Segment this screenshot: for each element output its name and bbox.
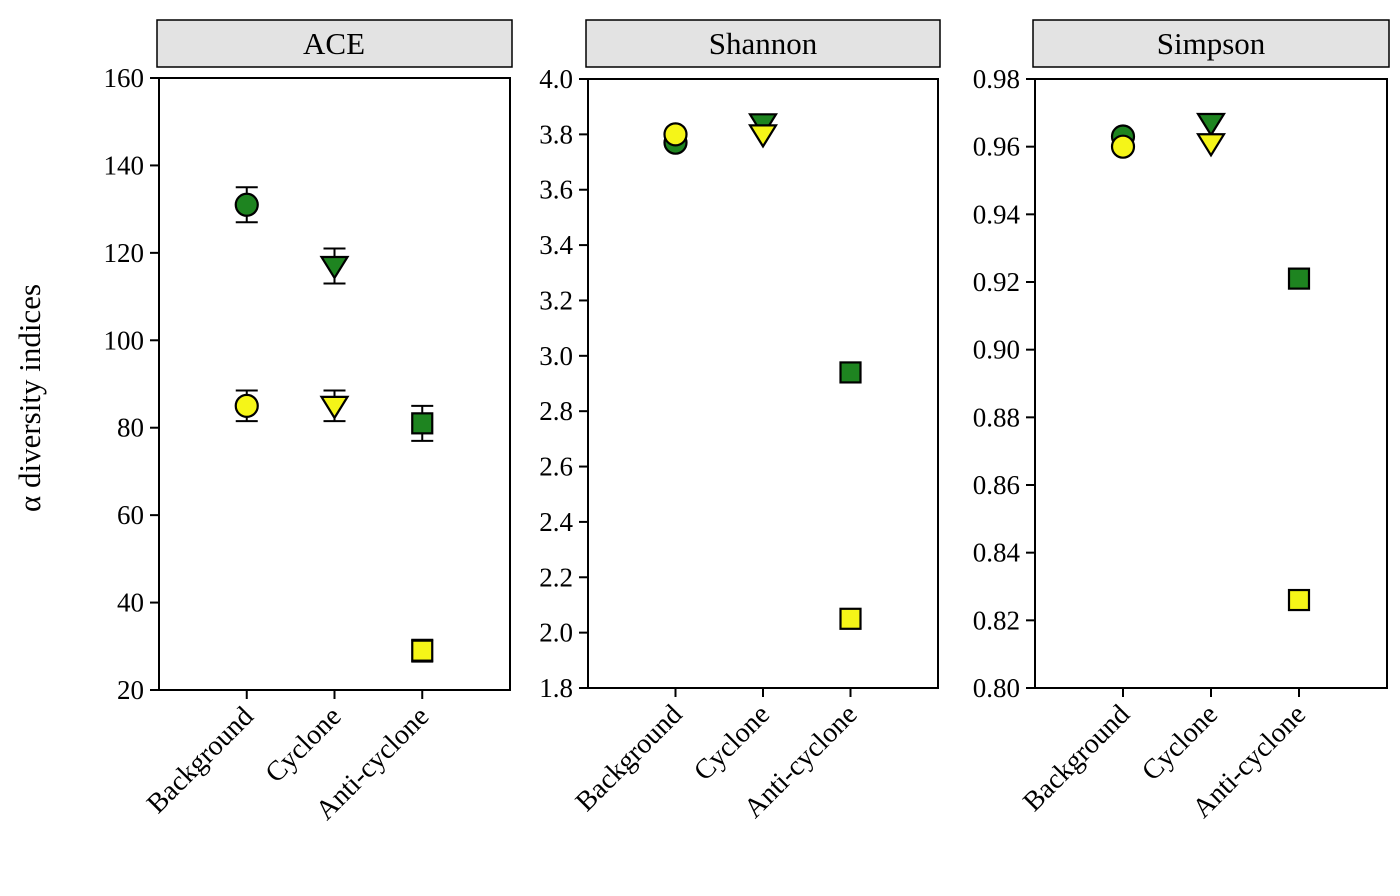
y-tick-label: 4.0 [539,64,573,94]
marker-square-yellow [839,607,862,630]
y-tick-label: 0.80 [973,673,1020,703]
marker-triangle-down-yellow [748,124,778,149]
y-tick-label: 2.0 [539,618,573,648]
y-tick-label: 100 [104,325,145,355]
marker-circle-green [234,192,259,217]
panel-header [156,19,513,68]
x-category-label: Background [570,699,689,818]
y-tick-label: 0.92 [973,267,1020,297]
y-tick-label: 60 [117,500,144,530]
y-tick-label: 2.6 [539,452,573,482]
plot-frame [587,78,939,689]
marker-triangle-down-yellow [319,395,350,420]
y-tick-label: 2.4 [539,507,573,537]
marker-triangle-down-green [1196,112,1226,138]
marker-square-green [411,412,434,435]
y-tick-label: 3.4 [539,230,573,260]
marker-triangle-down-green [319,255,350,281]
marker-circle-yellow [663,122,688,147]
marker-circle-yellow [234,393,259,418]
panel-header [1032,19,1390,68]
marker-triangle-down-yellow [1196,133,1226,158]
panel-header [585,19,941,68]
y-tick-label: 1.8 [539,673,573,703]
panel-title: Simpson [1157,26,1266,61]
y-tick-label: 3.6 [539,175,573,205]
marker-circle-yellow [1110,134,1136,159]
y-tick-label: 0.96 [973,132,1020,162]
x-category-label: Background [141,701,260,820]
y-tick-label: 2.2 [539,562,573,592]
y-tick-label: 0.84 [973,538,1021,568]
marker-square-yellow [411,639,434,662]
x-category-label: Cyclone [688,699,776,787]
panel-shannon: Shannon 4.0 3.8 3.6 3.4 3.2 3.0 2.8 2.6 2.4 2.2 2.… [539,19,941,824]
plot-content: 0.98 0.96 0.94 0.92 0.90 0.88 0.86 0.84 0.82 0.80… [973,64,1312,824]
y-tick-label: 120 [104,238,145,268]
y-tick-label: 0.94 [973,199,1021,229]
y-tick-label: 2.8 [539,396,573,426]
y-tick-label: 3.0 [539,341,573,371]
y-tick-label: 0.98 [973,64,1020,94]
y-tick-label: 20 [117,675,144,705]
x-category-label: Background [1017,699,1136,818]
plot-frame [158,77,511,691]
y-tick-label: 160 [104,63,145,93]
y-tick-label: 0.86 [973,470,1020,500]
x-category-label: Cyclone [1136,699,1224,787]
y-tick-label: 3.2 [539,285,573,315]
y-tick-label: 3.8 [539,119,573,149]
y-tick-label: 0.82 [973,605,1020,635]
y-axis-title: α diversity indices [12,284,47,512]
panel-simpson: Simpson 0.98 0.96 0.94 0.92 0.90 0.88 0.86 0.84… [973,19,1390,824]
y-tick-label: 0.90 [973,335,1020,365]
marker-square-green [839,361,862,384]
marker-square-yellow [1287,588,1311,612]
y-tick-label: 140 [104,150,145,180]
y-tick-label: 40 [117,588,144,618]
y-tick-label: 80 [117,413,144,443]
x-category-label: Cyclone [260,701,348,789]
panel-title: Shannon [709,26,818,61]
panel-title: ACE [303,26,365,61]
marker-square-green [1287,267,1311,290]
plot-frame [1034,78,1388,689]
y-tick-label: 0.88 [973,402,1020,432]
